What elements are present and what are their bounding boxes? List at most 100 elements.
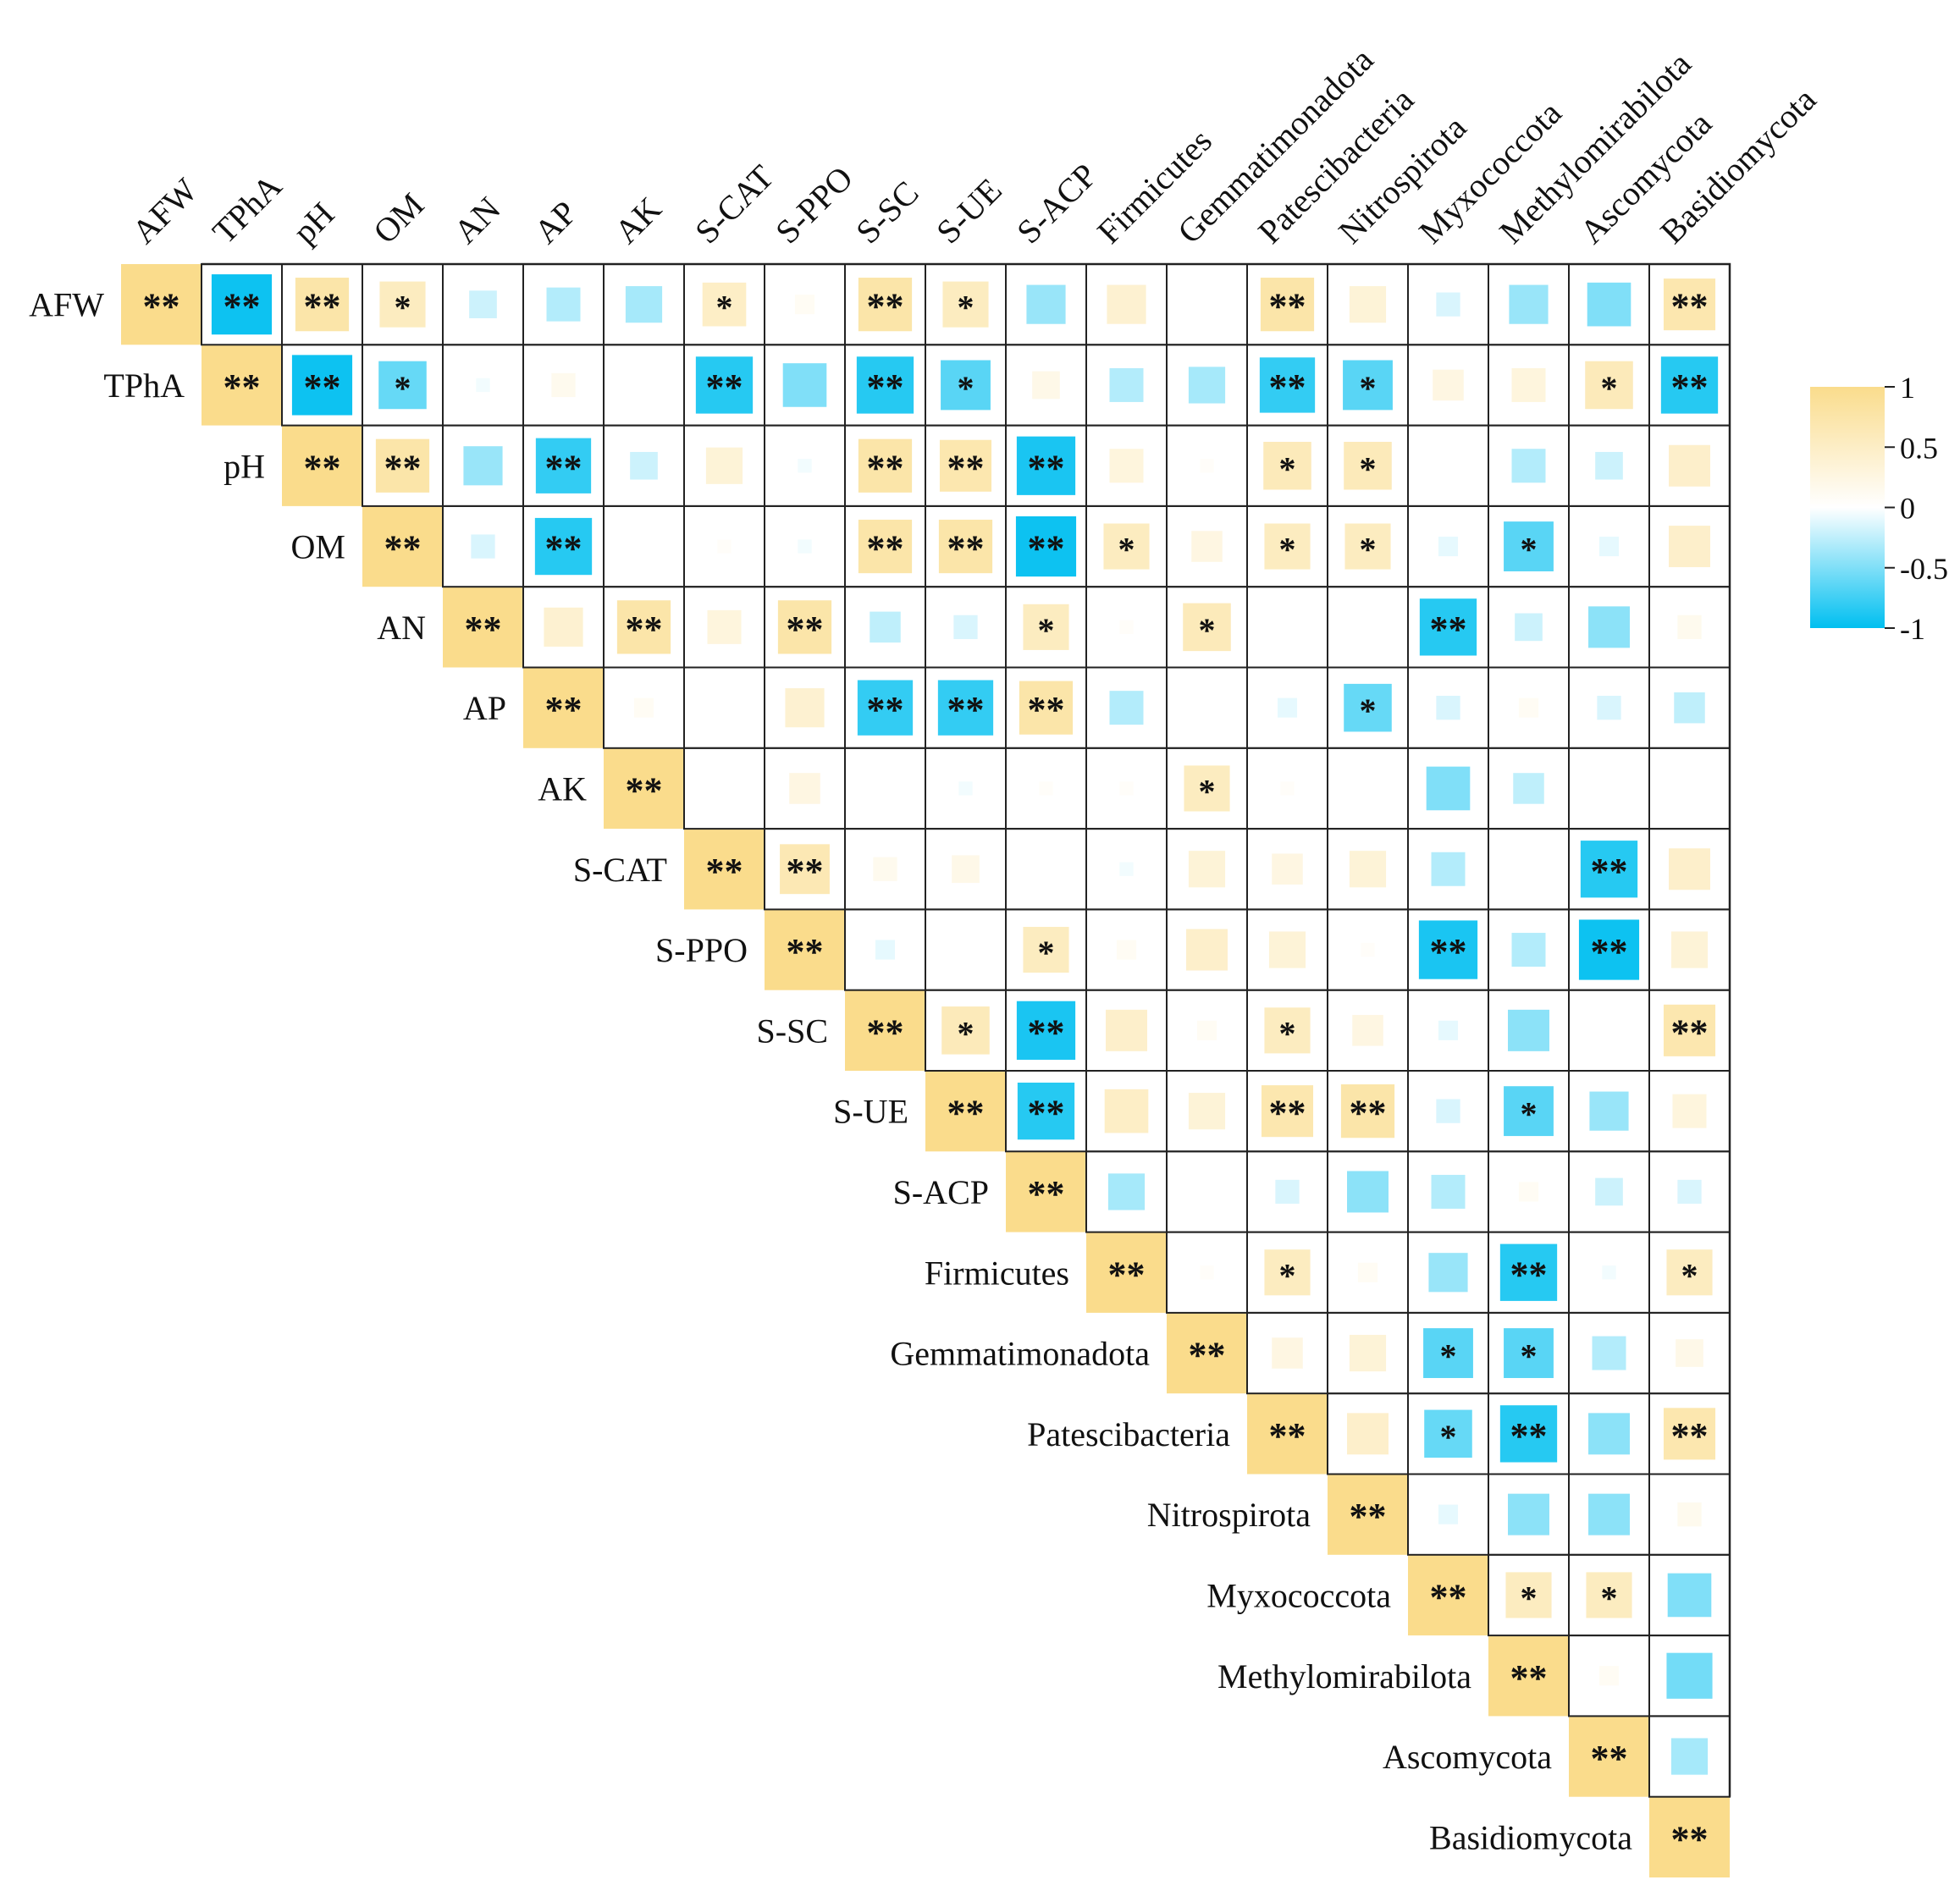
significance-tpha-patescibacteria: ** xyxy=(1269,367,1306,408)
cell-s-acp-methylomirabilota xyxy=(1518,1182,1539,1202)
significance-ph-s-sc: ** xyxy=(867,447,904,488)
cell-ap-ascomycota xyxy=(1597,696,1621,720)
colorbar-tick-label: -0.5 xyxy=(1900,552,1948,586)
cell-afw-myxococcota xyxy=(1436,292,1460,317)
cell-om-s-ppo xyxy=(798,539,812,554)
significance-ak-gemmatimonadota: * xyxy=(1199,772,1216,810)
cell-s-acp-ascomycota xyxy=(1595,1177,1623,1206)
cell-nitrospirota-basidiomycota xyxy=(1677,1502,1702,1527)
cell-tpha-om xyxy=(378,361,427,410)
significance-ph-om: ** xyxy=(384,447,422,488)
significance-myxococcota-ascomycota: * xyxy=(1601,1579,1618,1617)
cell-gemmatimonadota-basidiomycota xyxy=(1676,1339,1703,1367)
cell-s-ue-firmicutes xyxy=(1104,1089,1149,1133)
cell-ph-nitrospirota xyxy=(1344,441,1392,490)
cell-ph-methylomirabilota xyxy=(1511,449,1546,483)
grid-cell-border xyxy=(1648,747,1731,830)
significance-s-sc-s-ue: * xyxy=(958,1014,974,1052)
cell-an-ak xyxy=(616,600,671,654)
cell-an-myxococcota xyxy=(1419,598,1477,656)
cell-s-cat-patescibacteria xyxy=(1272,853,1303,885)
grid-cell-border xyxy=(1166,666,1248,749)
significance-afw-s-cat: * xyxy=(716,289,733,327)
cell-ph-s-ue xyxy=(939,439,992,492)
cell-s-ppo-s-ppo xyxy=(765,909,845,990)
grid-outline xyxy=(202,262,1731,1797)
cell-afw-an xyxy=(469,290,497,318)
cell-s-sc-myxococcota xyxy=(1438,1020,1459,1040)
column-label-s-sc: S-SC xyxy=(848,174,926,251)
cell-s-acp-patescibacteria xyxy=(1275,1179,1300,1205)
cell-patescibacteria-myxococcota xyxy=(1424,1409,1472,1458)
cell-s-ue-patescibacteria xyxy=(1261,1085,1314,1138)
cell-s-ue-s-ue xyxy=(925,1071,1006,1152)
cell-om-gemmatimonadota xyxy=(1191,531,1223,562)
significance-s-ppo-s-ppo: ** xyxy=(787,931,824,973)
cell-firmicutes-patescibacteria xyxy=(1264,1249,1311,1296)
significance-nitrospirota-nitrospirota: ** xyxy=(1350,1496,1387,1537)
column-label-ap: AP xyxy=(527,193,584,251)
cell-tpha-s-ppo xyxy=(782,363,827,407)
cell-tpha-ph xyxy=(291,355,353,416)
cell-ph-ak xyxy=(630,451,658,480)
significance-s-sc-basidiomycota: ** xyxy=(1671,1012,1709,1053)
cell-methylomirabilota-ascomycota xyxy=(1598,1666,1620,1686)
row-label-myxococcota: Myxococcota xyxy=(1206,1576,1391,1614)
cell-an-an xyxy=(443,587,523,668)
significance-firmicutes-methylomirabilota: ** xyxy=(1510,1254,1548,1295)
significance-ph-s-acp: ** xyxy=(1028,447,1065,488)
cell-firmicutes-ascomycota xyxy=(1602,1265,1616,1280)
cell-s-acp-firmicutes xyxy=(1107,1173,1146,1210)
cell-afw-ap xyxy=(546,287,581,322)
significance-an-ak: ** xyxy=(626,609,663,650)
cell-s-ppo-myxococcota xyxy=(1418,920,1478,979)
cell-nitrospirota-nitrospirota xyxy=(1328,1474,1408,1555)
cell-ph-firmicutes xyxy=(1109,449,1144,483)
significance-firmicutes-basidiomycota: * xyxy=(1681,1256,1698,1294)
cell-s-sc-nitrospirota xyxy=(1352,1015,1383,1046)
significance-patescibacteria-basidiomycota: ** xyxy=(1671,1415,1709,1457)
column-label-s-cat: S-CAT xyxy=(687,157,781,251)
significance-tpha-s-sc: ** xyxy=(867,367,904,408)
grid-cell-border xyxy=(1005,828,1087,911)
cell-ak-s-acp xyxy=(1039,781,1053,796)
cell-gemmatimonadota-nitrospirota xyxy=(1349,1334,1387,1372)
significance-gemmatimonadota-gemmatimonadota: ** xyxy=(1189,1335,1226,1376)
significance-gemmatimonadota-myxococcota: * xyxy=(1440,1337,1457,1376)
grid-cell-border xyxy=(1327,586,1409,669)
cell-afw-basidiomycota xyxy=(1663,278,1716,331)
cell-ap-nitrospirota xyxy=(1344,683,1392,732)
significance-tpha-s-ue: * xyxy=(958,369,974,407)
cell-afw-s-ue xyxy=(942,281,989,328)
cell-om-s-acp xyxy=(1015,515,1077,577)
cell-nitrospirota-methylomirabilota xyxy=(1508,1493,1549,1535)
cell-tpha-gemmatimonadota xyxy=(1188,367,1226,404)
cell-tpha-nitrospirota xyxy=(1343,360,1393,411)
significance-patescibacteria-myxococcota: * xyxy=(1440,1418,1457,1456)
cell-nitrospirota-myxococcota xyxy=(1438,1504,1459,1524)
cell-basidiomycota-basidiomycota xyxy=(1649,1796,1730,1877)
cell-tpha-methylomirabilota xyxy=(1511,367,1546,402)
cell-tpha-s-acp xyxy=(1032,371,1060,400)
colorbar-tick-label: 0.5 xyxy=(1900,431,1938,465)
column-label-om: OM xyxy=(366,185,431,251)
significance-ak-ak: ** xyxy=(626,769,663,811)
heatmap-grid xyxy=(201,262,1731,1798)
cell-nitrospirota-ascomycota xyxy=(1588,1493,1630,1535)
cell-ap-ap xyxy=(523,667,604,748)
cell-an-s-cat xyxy=(707,609,742,644)
significance-s-ue-s-ue: ** xyxy=(947,1093,985,1134)
row-label-ph: pH xyxy=(224,447,265,485)
cell-ak-firmicutes xyxy=(1119,781,1134,796)
cell-an-s-ue xyxy=(953,615,978,639)
significance-patescibacteria-patescibacteria: ** xyxy=(1269,1415,1306,1457)
cell-s-acp-basidiomycota xyxy=(1677,1179,1702,1205)
significance-an-myxococcota: ** xyxy=(1430,609,1467,650)
cell-ph-ph xyxy=(282,425,362,506)
cell-an-s-acp xyxy=(1023,604,1069,650)
cell-ak-s-ppo xyxy=(789,773,820,804)
significance-tpha-nitrospirota: * xyxy=(1360,369,1377,407)
significance-an-an: ** xyxy=(465,609,502,650)
cell-s-ppo-patescibacteria xyxy=(1268,931,1306,968)
cell-ap-basidiomycota xyxy=(1674,692,1705,724)
